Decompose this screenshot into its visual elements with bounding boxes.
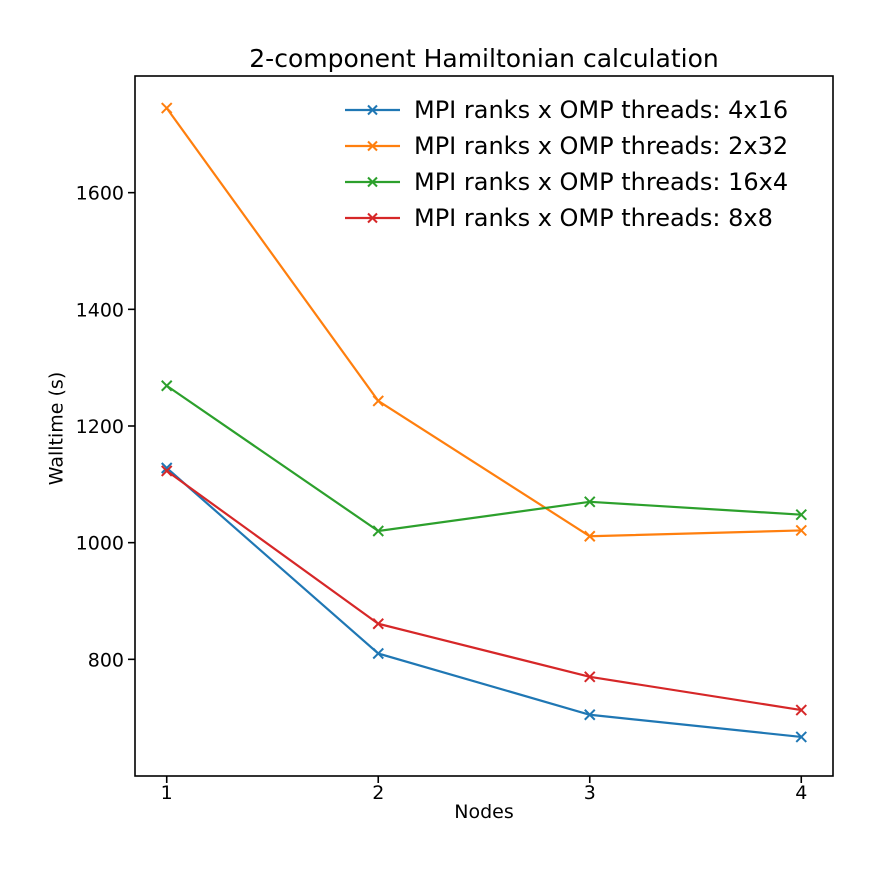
x-marker <box>372 618 384 630</box>
x-marker <box>584 709 596 721</box>
x-marker <box>161 380 173 392</box>
x-tick-label: 4 <box>795 782 807 804</box>
legend-item-1: MPI ranks x OMP threads: 2x32 <box>345 128 788 164</box>
y-tick-label: 800 <box>88 649 124 671</box>
x-tick-label: 2 <box>372 782 384 804</box>
x-marker <box>795 731 807 743</box>
x-marker <box>795 704 807 716</box>
legend: MPI ranks x OMP threads: 4x16 MPI ranks x… <box>345 92 788 236</box>
series-line-3 <box>166 470 802 712</box>
legend-label: MPI ranks x OMP threads: 2x32 <box>414 132 789 160</box>
legend-label: MPI ranks x OMP threads: 4x16 <box>414 96 789 124</box>
legend-item-0: MPI ranks x OMP threads: 4x16 <box>345 92 788 128</box>
y-tick-label: 1600 <box>76 183 124 205</box>
legend-x-marker-icon <box>367 140 378 152</box>
x-marker <box>795 524 807 537</box>
x-marker <box>584 496 596 508</box>
legend-sample-line <box>345 212 400 224</box>
x-axis-label: Nodes <box>454 801 514 823</box>
legend-label: MPI ranks x OMP threads: 8x8 <box>414 204 773 232</box>
x-marker <box>584 530 596 542</box>
x-marker <box>372 525 384 537</box>
y-tick-label: 1400 <box>76 299 124 321</box>
x-marker <box>795 508 807 521</box>
legend-label: MPI ranks x OMP threads: 16x4 <box>414 168 789 196</box>
legend-x-marker-icon <box>367 104 378 116</box>
x-tick-label: 3 <box>584 782 596 804</box>
y-tick-label: 1000 <box>76 533 124 555</box>
x-marker <box>584 671 596 683</box>
y-tick-label: 1200 <box>76 416 124 438</box>
legend-sample-line <box>345 176 400 188</box>
x-tick-label: 1 <box>161 782 173 804</box>
legend-item-3: MPI ranks x OMP threads: 8x8 <box>345 200 788 236</box>
series-line-0 <box>166 467 802 739</box>
chart-title: 2-component Hamiltonian calculation <box>249 44 719 73</box>
legend-x-marker-icon <box>367 212 378 224</box>
series-line-1 <box>165 107 802 538</box>
legend-x-marker-icon <box>367 176 378 188</box>
x-marker <box>161 465 173 477</box>
x-marker <box>161 102 173 114</box>
series-line-2 <box>166 384 802 533</box>
legend-sample-line <box>345 140 400 152</box>
legend-sample-line <box>345 104 400 116</box>
legend-item-2: MPI ranks x OMP threads: 16x4 <box>345 164 788 200</box>
x-marker <box>372 647 384 660</box>
x-marker <box>372 395 384 407</box>
x-marker <box>161 462 173 474</box>
y-axis-label: Walltime (s) <box>45 371 68 486</box>
